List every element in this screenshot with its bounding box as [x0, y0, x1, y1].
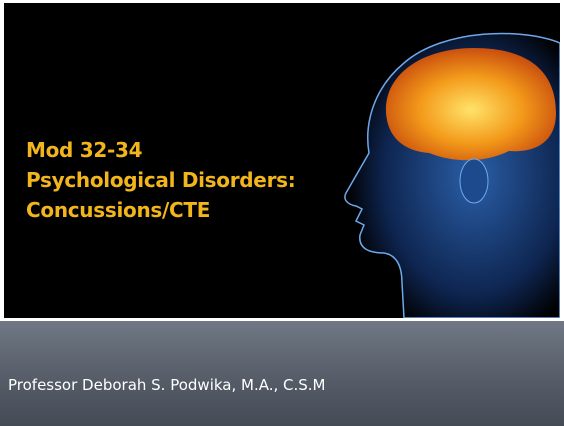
slide: {"slide": {"title_lines": ["Mod 32-34", …	[0, 0, 564, 426]
ear	[460, 159, 488, 203]
subtitle-panel	[0, 321, 564, 426]
title-line: Psychological Disorders:	[26, 165, 295, 195]
title-line: Concussions/CTE	[26, 195, 295, 225]
slide-title: Mod 32-34 Psychological Disorders: Concu…	[26, 135, 295, 225]
slide-subtitle: Professor Deborah S. Podwika, M.A., C.S.…	[8, 376, 326, 394]
title-line: Mod 32-34	[26, 135, 295, 165]
